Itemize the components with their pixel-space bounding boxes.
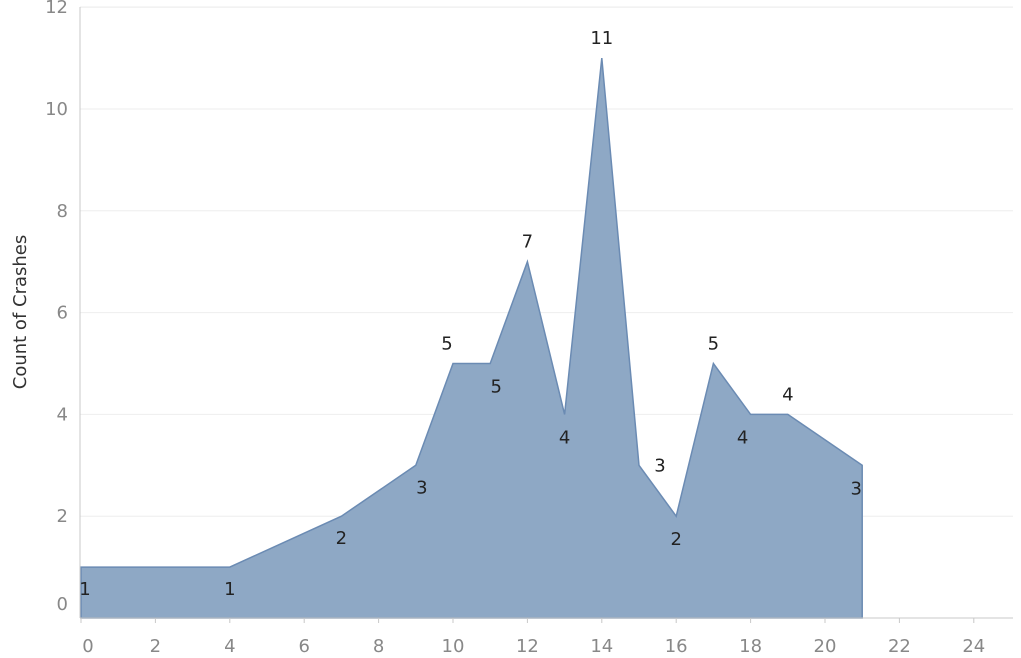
x-tick-label: 24: [962, 636, 985, 657]
data-label: 11: [590, 28, 613, 49]
x-tick-label: 12: [516, 636, 539, 657]
axes: [79, 7, 1013, 619]
x-tick-label: 0: [82, 636, 93, 657]
x-tick-label: 18: [739, 636, 762, 657]
data-label: 4: [782, 384, 793, 405]
gridlines: [80, 6, 1013, 517]
y-tick-label: 2: [57, 506, 68, 527]
y-tick-label: 0: [57, 594, 68, 615]
x-tick-label: 16: [665, 636, 688, 657]
y-tick-label: 6: [57, 303, 68, 324]
x-tick-label: 8: [373, 636, 384, 657]
data-label: 5: [441, 334, 452, 355]
data-label: 3: [654, 455, 665, 476]
data-label: 4: [559, 427, 570, 448]
y-tick-label: 12: [45, 0, 68, 18]
y-tick-label: 10: [45, 99, 68, 120]
x-tick-label: 20: [814, 636, 837, 657]
data-label: 2: [670, 529, 681, 550]
x-tick-label: 22: [888, 636, 911, 657]
data-label: 1: [224, 579, 235, 600]
x-tick-label: 4: [224, 636, 235, 657]
x-axis-ticks: 0 2 4 6 8 10 12 14 16 18 20 22 24: [80, 618, 985, 657]
x-tick-label: 10: [442, 636, 465, 657]
area-series: [80, 58, 863, 619]
x-tick-label: 6: [298, 636, 309, 657]
y-tick-label: 8: [57, 201, 68, 222]
y-tick-label: 4: [57, 404, 68, 425]
data-label: 3: [850, 478, 861, 499]
data-label: 5: [490, 377, 501, 398]
data-label: 2: [336, 528, 347, 549]
y-axis-label: Count of Crashes: [10, 235, 31, 390]
data-label: 4: [737, 427, 748, 448]
data-label: 3: [416, 477, 427, 498]
x-tick-label: 2: [150, 636, 161, 657]
y-axis-ticks: 0 2 4 6 8 10 12: [45, 0, 68, 615]
data-label: 5: [708, 334, 719, 355]
data-label: 7: [522, 232, 533, 253]
data-label: 1: [79, 579, 90, 600]
x-tick-label: 14: [590, 636, 613, 657]
